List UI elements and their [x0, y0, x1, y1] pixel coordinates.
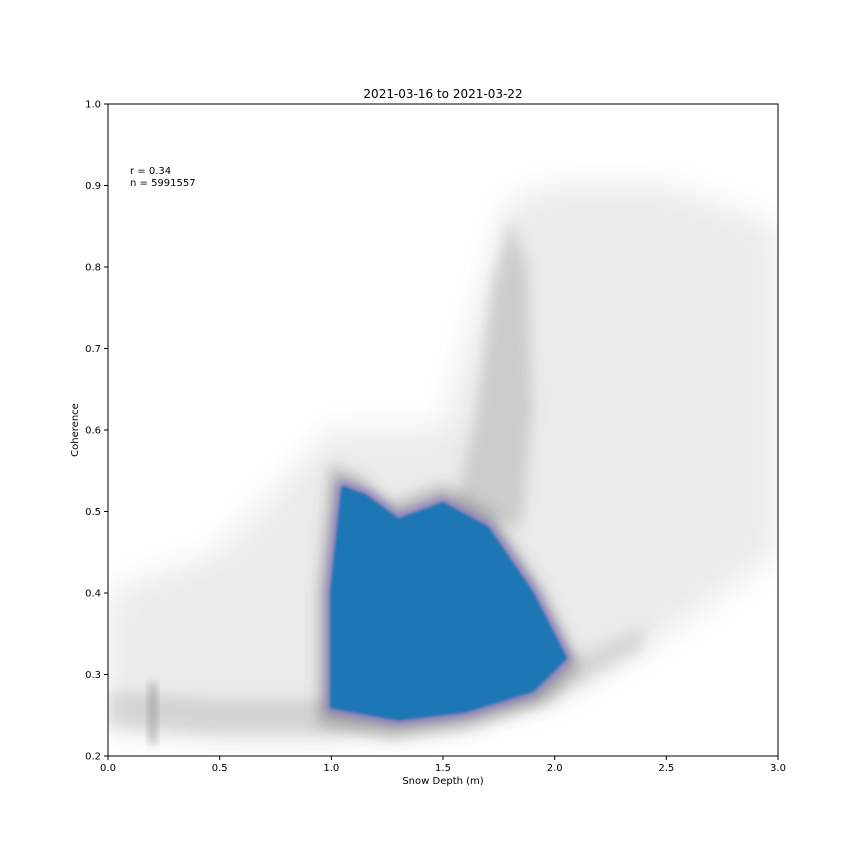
- annotation-r: r = 0.34: [130, 166, 171, 177]
- gray-density-streak: [148, 682, 158, 744]
- y-tick-label: 0.7: [85, 344, 101, 355]
- y-tick-label: 0.6: [85, 426, 101, 437]
- x-tick-label: 0.5: [212, 763, 228, 774]
- y-tick-label: 0.5: [85, 507, 101, 518]
- y-tick-label: 0.9: [85, 181, 101, 192]
- x-axis: 0.0 0.5 1.0 1.5 2.0 2.5 3.0: [100, 756, 786, 774]
- y-tick-label: 0.3: [85, 670, 101, 681]
- plot-area: [108, 185, 778, 744]
- y-tick-label: 0.8: [85, 263, 101, 274]
- y-tick-label: 1.0: [85, 100, 101, 111]
- gray-density-ridge: [454, 218, 533, 528]
- chart-title: 2021-03-16 to 2021-03-22: [363, 87, 522, 101]
- x-tick-label: 2.0: [547, 763, 563, 774]
- x-tick-label: 0.0: [100, 763, 116, 774]
- x-axis-label: Snow Depth (m): [402, 776, 483, 787]
- blue-density-core: [330, 486, 567, 721]
- y-tick-label: 0.4: [85, 589, 101, 600]
- x-tick-label: 2.5: [658, 763, 674, 774]
- y-axis: 0.2 0.3 0.4 0.5 0.6 0.7 0.8 0.9 1.0: [85, 100, 108, 763]
- x-tick-label: 1.5: [435, 763, 451, 774]
- x-tick-label: 3.0: [770, 763, 786, 774]
- y-axis-label: Coherence: [70, 403, 81, 457]
- annotation-n: n = 5991557: [130, 178, 196, 189]
- y-tick-label: 0.2: [85, 752, 101, 763]
- x-tick-label: 1.0: [323, 763, 339, 774]
- gray-density-cloud: [108, 185, 778, 740]
- point-density-layer: [108, 185, 778, 744]
